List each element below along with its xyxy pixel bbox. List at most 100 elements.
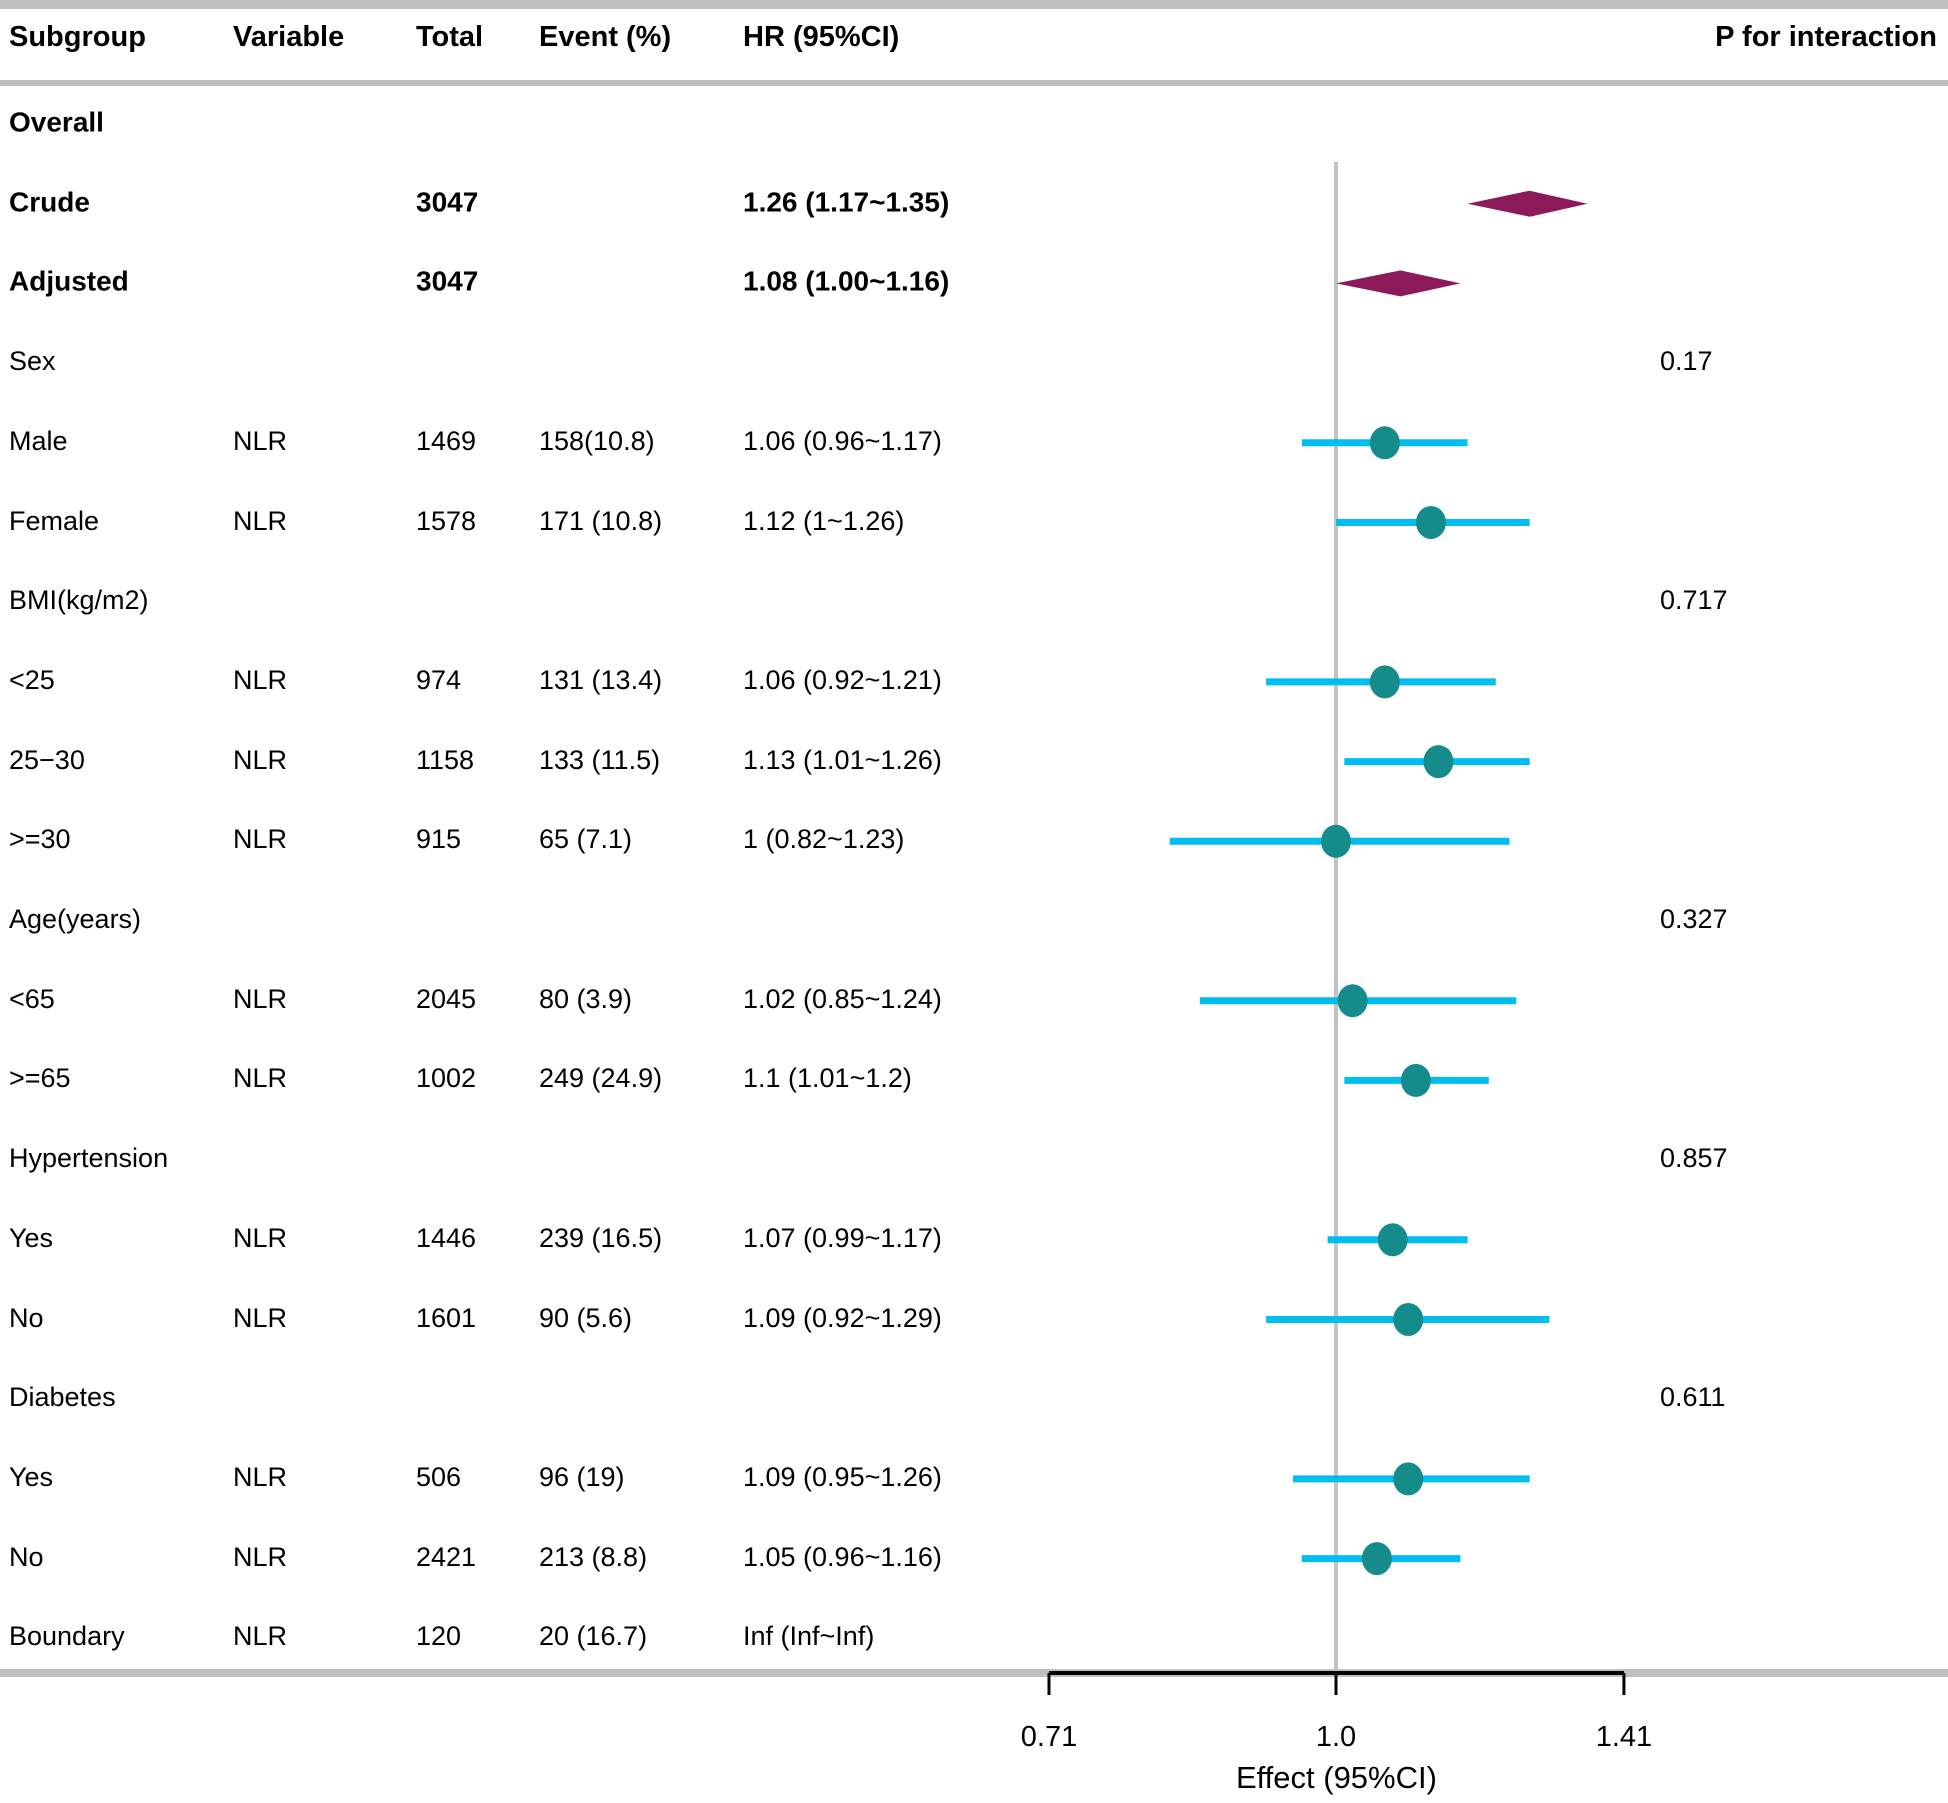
cell-hr-ci: 1.08 (1.00~1.16) xyxy=(743,265,950,297)
cell-event: 249 (24.9) xyxy=(539,1063,663,1094)
cell-subgroup: Male xyxy=(9,425,68,456)
top-border-rule xyxy=(0,0,1948,9)
cell-event: 80 (3.9) xyxy=(539,983,633,1014)
summary-diamond xyxy=(1467,190,1588,217)
cell-event: 133 (11.5) xyxy=(539,744,661,775)
cell-variable: NLR xyxy=(233,425,288,456)
point-estimate-marker xyxy=(1337,984,1368,1018)
cell-subgroup: No xyxy=(9,1302,44,1333)
cell-total: 1469 xyxy=(416,425,477,456)
point-estimate-marker xyxy=(1400,1063,1431,1097)
cell-hr-ci: Inf (Inf~Inf) xyxy=(743,1621,875,1652)
cell-hr-ci: 1.13 (1.01~1.26) xyxy=(743,744,942,775)
cell-hr-ci: 1.09 (0.92~1.29) xyxy=(743,1302,942,1333)
cell-event: 171 (10.8) xyxy=(539,505,663,536)
cell-total: 2045 xyxy=(416,983,477,1014)
cell-p-interaction: 0.611 xyxy=(1660,1382,1726,1413)
cell-total: 3047 xyxy=(416,265,479,297)
cell-subgroup: Age(years) xyxy=(9,903,142,934)
cell-hr-ci: 1.06 (0.96~1.17) xyxy=(743,425,942,456)
point-estimate-marker xyxy=(1377,1223,1408,1257)
bottom-border-rule xyxy=(0,1669,1948,1677)
x-axis-tick-label: 0.71 xyxy=(1021,1721,1077,1753)
cell-hr-ci: 1.12 (1~1.26) xyxy=(743,505,905,536)
cell-variable: NLR xyxy=(233,1063,288,1094)
cell-subgroup: Sex xyxy=(9,346,56,377)
cell-variable: NLR xyxy=(233,505,288,536)
cell-subgroup: Hypertension xyxy=(9,1143,169,1174)
cell-subgroup: Yes xyxy=(9,1222,54,1253)
column-header-hr: HR (95%CI) xyxy=(743,20,900,53)
point-estimate-marker xyxy=(1321,824,1351,858)
cell-total: 120 xyxy=(416,1621,462,1652)
point-estimate-marker xyxy=(1393,1303,1424,1336)
cell-subgroup: Adjusted xyxy=(9,265,129,297)
cell-hr-ci: 1.05 (0.96~1.16) xyxy=(743,1541,942,1572)
cell-subgroup: 25−30 xyxy=(9,744,85,775)
cell-subgroup: >=30 xyxy=(9,824,71,855)
cell-total: 1446 xyxy=(416,1222,477,1253)
cell-total: 3047 xyxy=(416,186,479,218)
cell-hr-ci: 1.02 (0.85~1.24) xyxy=(743,983,942,1014)
point-estimate-marker xyxy=(1361,1542,1392,1576)
cell-total: 2421 xyxy=(416,1541,477,1572)
cell-subgroup: Boundary xyxy=(9,1621,125,1652)
cell-event: 90 (5.6) xyxy=(539,1302,633,1333)
cell-event: 20 (16.7) xyxy=(539,1621,648,1652)
cell-variable: NLR xyxy=(233,983,288,1014)
cell-subgroup: <65 xyxy=(9,983,55,1014)
cell-subgroup: >=65 xyxy=(9,1063,71,1094)
cell-p-interaction: 0.717 xyxy=(1660,585,1728,616)
cell-total: 1002 xyxy=(416,1063,477,1094)
cell-p-interaction: 0.17 xyxy=(1660,346,1713,377)
column-header-event: Event (%) xyxy=(539,20,672,53)
cell-variable: NLR xyxy=(233,1302,288,1333)
cell-variable: NLR xyxy=(233,664,288,695)
cell-hr-ci: 1.26 (1.17~1.35) xyxy=(743,186,950,218)
cell-p-interaction: 0.327 xyxy=(1660,903,1728,934)
point-estimate-marker xyxy=(1369,665,1400,699)
point-estimate-marker xyxy=(1369,426,1400,460)
cell-total: 1578 xyxy=(416,505,477,536)
point-estimate-marker xyxy=(1393,1462,1424,1496)
cell-hr-ci: 1 (0.82~1.23) xyxy=(743,824,905,855)
cell-event: 131 (13.4) xyxy=(539,664,663,695)
cell-subgroup: No xyxy=(9,1541,44,1572)
cell-event: 239 (16.5) xyxy=(539,1222,663,1253)
column-header-subgroup: Subgroup xyxy=(9,20,146,53)
cell-total: 1601 xyxy=(416,1302,477,1333)
point-estimate-marker xyxy=(1415,506,1446,539)
cell-event: 158(10.8) xyxy=(539,425,655,456)
point-estimate-marker xyxy=(1423,745,1454,779)
cell-event: 96 (19) xyxy=(539,1461,625,1492)
cell-event: 213 (8.8) xyxy=(539,1541,648,1572)
cell-hr-ci: 1.06 (0.92~1.21) xyxy=(743,664,942,695)
cell-subgroup: Female xyxy=(9,505,100,536)
x-axis-title: Effect (95%CI) xyxy=(1236,1760,1437,1795)
cell-variable: NLR xyxy=(233,1621,288,1652)
cell-total: 974 xyxy=(416,664,462,695)
cell-hr-ci: 1.09 (0.95~1.26) xyxy=(743,1461,942,1492)
column-header-variable: Variable xyxy=(233,20,345,53)
cell-variable: NLR xyxy=(233,1541,288,1572)
summary-diamond xyxy=(1336,270,1461,297)
header-divider-rule xyxy=(0,80,1948,86)
cell-p-interaction: 0.857 xyxy=(1660,1143,1728,1174)
cell-subgroup: Overall xyxy=(9,106,104,138)
cell-subgroup: Diabetes xyxy=(9,1382,116,1413)
x-axis-tick-label: 1.41 xyxy=(1596,1721,1652,1753)
cell-total: 1158 xyxy=(416,744,475,775)
column-header-total: Total xyxy=(416,20,484,53)
cell-total: 506 xyxy=(416,1461,462,1492)
cell-subgroup: Yes xyxy=(9,1461,54,1492)
column-header-p-interaction: P for interaction xyxy=(1715,20,1937,53)
cell-hr-ci: 1.1 (1.01~1.2) xyxy=(743,1063,912,1094)
cell-total: 915 xyxy=(416,824,462,855)
cell-variable: NLR xyxy=(233,824,288,855)
cell-variable: NLR xyxy=(233,744,288,775)
x-axis-tick-label: 1.0 xyxy=(1316,1721,1356,1753)
cell-subgroup: Crude xyxy=(9,186,90,218)
cell-variable: NLR xyxy=(233,1222,288,1253)
